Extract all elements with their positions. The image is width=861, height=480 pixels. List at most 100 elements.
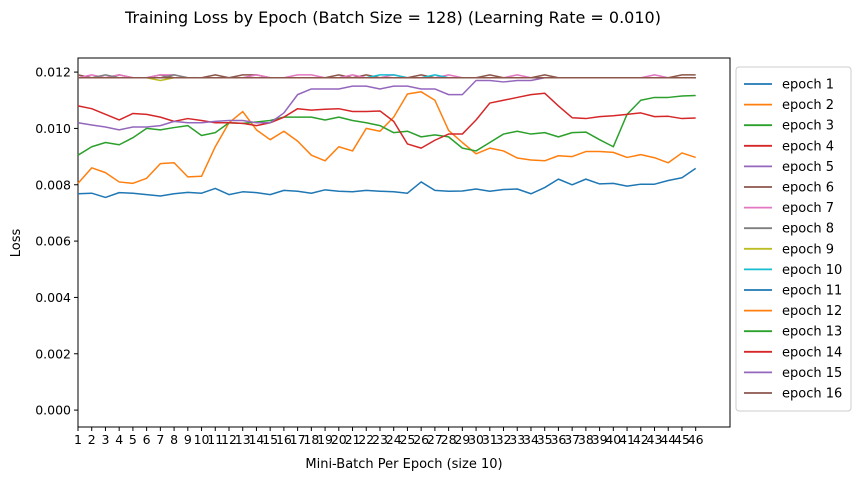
x-tick-label: 33 (509, 432, 525, 447)
x-tick-label: 19 (317, 432, 333, 447)
x-tick-label: 7 (156, 432, 164, 447)
series-line-epoch-1 (77, 167, 697, 199)
x-tick-label: 10 (194, 432, 210, 447)
y-tick-label: 0.012 (35, 65, 71, 80)
legend-label: epoch 5 (782, 160, 834, 175)
x-tick-label: 40 (605, 432, 621, 447)
x-tick-label: 17 (290, 432, 306, 447)
x-tick-label: 29 (454, 432, 470, 447)
x-tick-label: 2 (88, 432, 96, 447)
x-tick-label: 9 (184, 432, 192, 447)
legend-item: epoch 13 (744, 325, 842, 340)
plot-frame (77, 57, 731, 428)
legend-item: epoch 6 (744, 181, 834, 196)
legend-label: epoch 12 (782, 304, 842, 319)
x-tick-label: 5 (129, 432, 137, 447)
x-tick-label: 41 (619, 432, 635, 447)
legend-frame (735, 66, 852, 412)
x-tick-label: 22 (358, 432, 374, 447)
legend-item: epoch 12 (744, 304, 842, 319)
x-tick-label: 46 (688, 432, 704, 447)
y-tick-label: 0.002 (35, 346, 71, 361)
x-tick-label: 4 (115, 432, 123, 447)
legend-label: epoch 16 (782, 387, 842, 402)
legend-item: epoch 9 (744, 242, 834, 257)
x-tick-label: 39 (592, 432, 608, 447)
y-tick-label: 0.004 (35, 290, 71, 305)
y-tick-label: 0.010 (35, 121, 71, 136)
x-tick-label: 42 (633, 432, 649, 447)
legend-label: epoch 10 (782, 263, 842, 278)
y-tick-label: 0.008 (35, 177, 71, 192)
legend-label: epoch 3 (782, 119, 834, 134)
x-tick-label: 3 (101, 432, 109, 447)
legend-item: epoch 7 (744, 201, 834, 216)
legend-item: epoch 5 (744, 160, 834, 175)
legend-label: epoch 14 (782, 345, 842, 360)
legend-label: epoch 1 (782, 78, 834, 93)
x-tick-label: 12 (221, 432, 237, 447)
x-tick-label: 11 (207, 432, 223, 447)
series-line-epoch-3 (77, 94, 696, 156)
x-tick-label: 21 (345, 432, 361, 447)
x-tick-label: 30 (468, 432, 484, 447)
legend-item: epoch 15 (744, 366, 842, 381)
x-axis-title: Mini-Batch Per Epoch (size 10) (305, 457, 502, 472)
x-tick-label: 35 (537, 432, 553, 447)
x-tick-label: 34 (523, 432, 539, 447)
y-tick-label: 0.000 (35, 403, 71, 418)
x-tick-label: 44 (660, 432, 676, 447)
x-tick-label: 20 (331, 432, 347, 447)
legend-label: epoch 15 (782, 366, 842, 381)
x-tick-label: 15 (262, 432, 278, 447)
x-tick-label: 36 (550, 432, 566, 447)
legend-item: epoch 14 (744, 345, 842, 360)
x-tick-label: 25 (399, 432, 415, 447)
y-axis-ticks: 0.000 0.002 0.004 0.006 0.008 0.010 0.012 (35, 65, 78, 418)
x-tick-label: 28 (441, 432, 457, 447)
x-tick-label: 8 (170, 432, 178, 447)
y-axis-title: Loss (9, 229, 24, 258)
x-tick-label: 27 (427, 432, 443, 447)
legend-label: epoch 4 (782, 139, 834, 154)
legend-item: epoch 10 (744, 263, 842, 278)
legend-item: epoch 2 (744, 98, 834, 113)
legend-item: epoch 1 (744, 78, 834, 93)
legend-item: epoch 4 (744, 139, 834, 154)
series-line-epoch-4 (77, 92, 696, 149)
legend-item: epoch 3 (744, 119, 834, 134)
x-tick-label: 13 (235, 432, 251, 447)
chart-title: Training Loss by Epoch (Batch Size = 128… (124, 8, 661, 27)
legend-label: epoch 9 (782, 242, 834, 257)
x-tick-label: 18 (303, 432, 319, 447)
x-tick-label: 45 (674, 432, 690, 447)
x-tick-label: 37 (564, 432, 580, 447)
legend-label: epoch 7 (782, 201, 834, 216)
x-tick-label: 32 (496, 432, 512, 447)
legend-label: epoch 11 (782, 284, 842, 299)
series-lines (77, 74, 697, 199)
plot-area: 1 2 3 4 5 6 7 8 9 1011121314151617181920212223242… (35, 57, 731, 447)
x-tick-label: 1 (74, 432, 82, 447)
x-tick-label: 26 (413, 432, 429, 447)
x-axis-ticks: 1 2 3 4 5 6 7 8 9 1011121314151617181920212223242… (74, 427, 704, 447)
legend-item: epoch 8 (744, 222, 834, 237)
x-tick-label: 24 (386, 432, 402, 447)
legend: epoch 1 epoch 2 epoch 3 epoch 4 epoch 5 epoch… (735, 66, 852, 412)
x-tick-label: 23 (372, 432, 388, 447)
x-tick-label: 14 (248, 432, 264, 447)
legend-label: epoch 8 (782, 222, 834, 237)
x-tick-label: 43 (647, 432, 663, 447)
legend-item: epoch 11 (744, 284, 842, 299)
legend-items: epoch 1 epoch 2 epoch 3 epoch 4 epoch 5 epoch… (744, 78, 842, 402)
x-tick-label: 38 (578, 432, 594, 447)
y-tick-label: 0.006 (35, 234, 71, 249)
legend-label: epoch 13 (782, 325, 842, 340)
legend-label: epoch 6 (782, 181, 834, 196)
x-tick-label: 16 (276, 432, 292, 447)
series-line-epoch-2 (77, 91, 696, 185)
x-tick-label: 6 (143, 432, 151, 447)
x-tick-label: 31 (482, 432, 498, 447)
